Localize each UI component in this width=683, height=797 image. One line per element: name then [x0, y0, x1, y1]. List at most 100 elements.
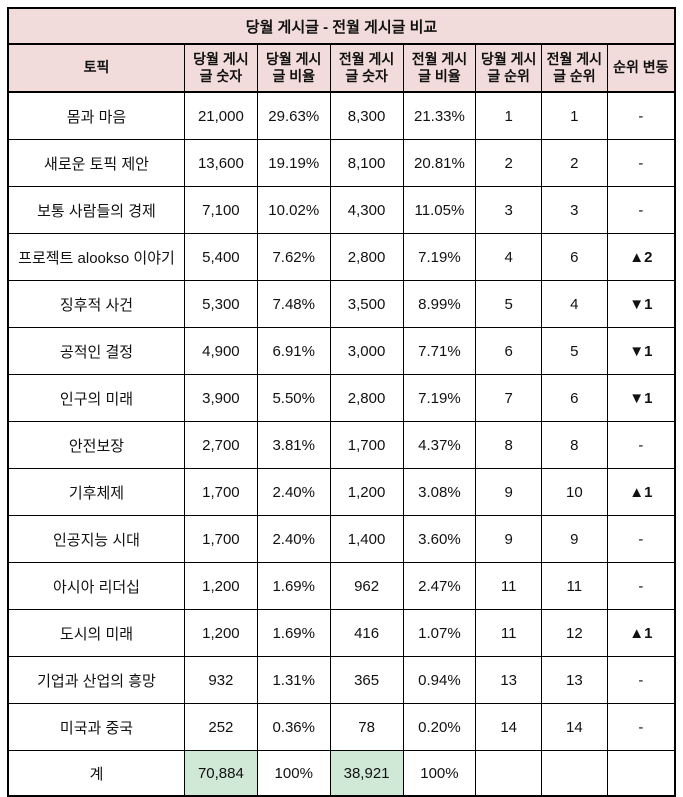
total-prev-count: 38,921: [329, 750, 404, 797]
table-row: 아시아 리더십 1,200 1.69% 962 2.47% 11 11 -: [7, 562, 676, 610]
cell-rank-change: -: [606, 139, 676, 187]
cell-topic: 새로운 토픽 제안: [7, 139, 185, 187]
cell-rank-change: -: [606, 421, 676, 469]
cell-rank-change: ▲1: [606, 468, 676, 516]
cell-cur-ratio: 1.69%: [256, 609, 331, 657]
cell-cur-rank: 11: [475, 609, 542, 657]
cell-cur-count: 5,400: [183, 233, 258, 281]
col-header-rank-change: 순위 변동: [606, 43, 676, 93]
cell-prev-count: 8,300: [329, 91, 404, 140]
cell-topic: 기후체제: [7, 468, 185, 516]
cell-prev-ratio: 0.20%: [402, 703, 477, 751]
total-change: [606, 750, 676, 797]
cell-prev-ratio: 2.47%: [402, 562, 477, 610]
cell-prev-count: 4,300: [329, 186, 404, 234]
cell-topic: 보통 사람들의 경제: [7, 186, 185, 234]
cell-cur-ratio: 6.91%: [256, 327, 331, 375]
cell-cur-count: 3,900: [183, 374, 258, 422]
table-row: 프로젝트 alookso 이야기 5,400 7.62% 2,800 7.19%…: [7, 233, 676, 281]
cell-cur-rank: 11: [475, 562, 542, 610]
cell-cur-rank: 7: [475, 374, 542, 422]
cell-topic: 미국과 중국: [7, 703, 185, 751]
cell-prev-count: 8,100: [329, 139, 404, 187]
cell-cur-ratio: 10.02%: [256, 186, 331, 234]
cell-prev-rank: 6: [541, 374, 608, 422]
cell-prev-rank: 9: [541, 515, 608, 563]
cell-cur-rank: 2: [475, 139, 542, 187]
cell-cur-ratio: 7.48%: [256, 280, 331, 328]
cell-prev-ratio: 21.33%: [402, 91, 477, 140]
col-header-topic: 토픽: [7, 43, 185, 93]
cell-prev-ratio: 20.81%: [402, 139, 477, 187]
cell-prev-rank: 4: [541, 280, 608, 328]
cell-topic: 인구의 미래: [7, 374, 185, 422]
cell-prev-ratio: 7.71%: [402, 327, 477, 375]
cell-cur-ratio: 29.63%: [256, 91, 331, 140]
cell-cur-ratio: 2.40%: [256, 468, 331, 516]
cell-cur-count: 13,600: [183, 139, 258, 187]
cell-rank-change: ▼1: [606, 280, 676, 328]
cell-cur-rank: 6: [475, 327, 542, 375]
cell-rank-change: -: [606, 515, 676, 563]
cell-prev-rank: 6: [541, 233, 608, 281]
cell-rank-change: -: [606, 703, 676, 751]
cell-cur-rank: 4: [475, 233, 542, 281]
cell-cur-ratio: 1.31%: [256, 656, 331, 704]
cell-cur-count: 1,200: [183, 562, 258, 610]
cell-cur-rank: 14: [475, 703, 542, 751]
col-header-cur-ratio: 당월 게시 글 비율: [256, 43, 331, 93]
comparison-table: 당월 게시글 - 전월 게시글 비교 토픽 당월 게시 글 숫자 당월 게시 글…: [7, 7, 676, 797]
cell-rank-change: -: [606, 91, 676, 140]
cell-rank-change: ▼1: [606, 327, 676, 375]
cell-rank-change: -: [606, 186, 676, 234]
cell-rank-change: ▼1: [606, 374, 676, 422]
table-row: 도시의 미래 1,200 1.69% 416 1.07% 11 12 ▲1: [7, 609, 676, 657]
table-row: 기후체제 1,700 2.40% 1,200 3.08% 9 10 ▲1: [7, 468, 676, 516]
cell-topic: 징후적 사건: [7, 280, 185, 328]
cell-cur-ratio: 2.40%: [256, 515, 331, 563]
cell-cur-count: 1,200: [183, 609, 258, 657]
cell-topic: 프로젝트 alookso 이야기: [7, 233, 185, 281]
col-header-prev-count: 전월 게시 글 숫자: [329, 43, 404, 93]
table-row: 징후적 사건 5,300 7.48% 3,500 8.99% 5 4 ▼1: [7, 280, 676, 328]
cell-prev-ratio: 7.19%: [402, 233, 477, 281]
cell-cur-rank: 9: [475, 515, 542, 563]
cell-rank-change: ▲2: [606, 233, 676, 281]
total-cur-ratio: 100%: [256, 750, 331, 797]
cell-prev-count: 1,700: [329, 421, 404, 469]
table-row: 미국과 중국 252 0.36% 78 0.20% 14 14 -: [7, 703, 676, 751]
table-row: 안전보장 2,700 3.81% 1,700 4.37% 8 8 -: [7, 421, 676, 469]
table-row: 기업과 산업의 흥망 932 1.31% 365 0.94% 13 13 -: [7, 656, 676, 704]
table-title: 당월 게시글 - 전월 게시글 비교: [7, 7, 676, 45]
cell-topic: 기업과 산업의 흥망: [7, 656, 185, 704]
cell-prev-rank: 8: [541, 421, 608, 469]
table-row: 인공지능 시대 1,700 2.40% 1,400 3.60% 9 9 -: [7, 515, 676, 563]
cell-prev-ratio: 8.99%: [402, 280, 477, 328]
table-title-row: 당월 게시글 - 전월 게시글 비교: [7, 7, 676, 45]
table-row: 공적인 결정 4,900 6.91% 3,000 7.71% 6 5 ▼1: [7, 327, 676, 375]
cell-cur-count: 252: [183, 703, 258, 751]
cell-topic: 아시아 리더십: [7, 562, 185, 610]
table-row: 인구의 미래 3,900 5.50% 2,800 7.19% 7 6 ▼1: [7, 374, 676, 422]
cell-prev-rank: 1: [541, 91, 608, 140]
total-cur-rank: [475, 750, 542, 797]
cell-prev-rank: 5: [541, 327, 608, 375]
cell-cur-rank: 9: [475, 468, 542, 516]
cell-prev-rank: 12: [541, 609, 608, 657]
cell-prev-ratio: 7.19%: [402, 374, 477, 422]
total-cur-count: 70,884: [183, 750, 258, 797]
cell-cur-count: 1,700: [183, 515, 258, 563]
cell-rank-change: ▲1: [606, 609, 676, 657]
cell-cur-ratio: 1.69%: [256, 562, 331, 610]
cell-prev-ratio: 4.37%: [402, 421, 477, 469]
cell-prev-count: 3,500: [329, 280, 404, 328]
cell-topic: 안전보장: [7, 421, 185, 469]
col-header-cur-rank: 당월 게시 글 순위: [475, 43, 542, 93]
cell-cur-rank: 8: [475, 421, 542, 469]
col-header-prev-ratio: 전월 게시 글 비율: [402, 43, 477, 93]
cell-prev-ratio: 11.05%: [402, 186, 477, 234]
cell-cur-count: 932: [183, 656, 258, 704]
table-header-row: 토픽 당월 게시 글 숫자 당월 게시 글 비율 전월 게시 글 숫자 전월 게…: [7, 43, 676, 93]
cell-cur-rank: 1: [475, 91, 542, 140]
cell-prev-count: 1,400: [329, 515, 404, 563]
